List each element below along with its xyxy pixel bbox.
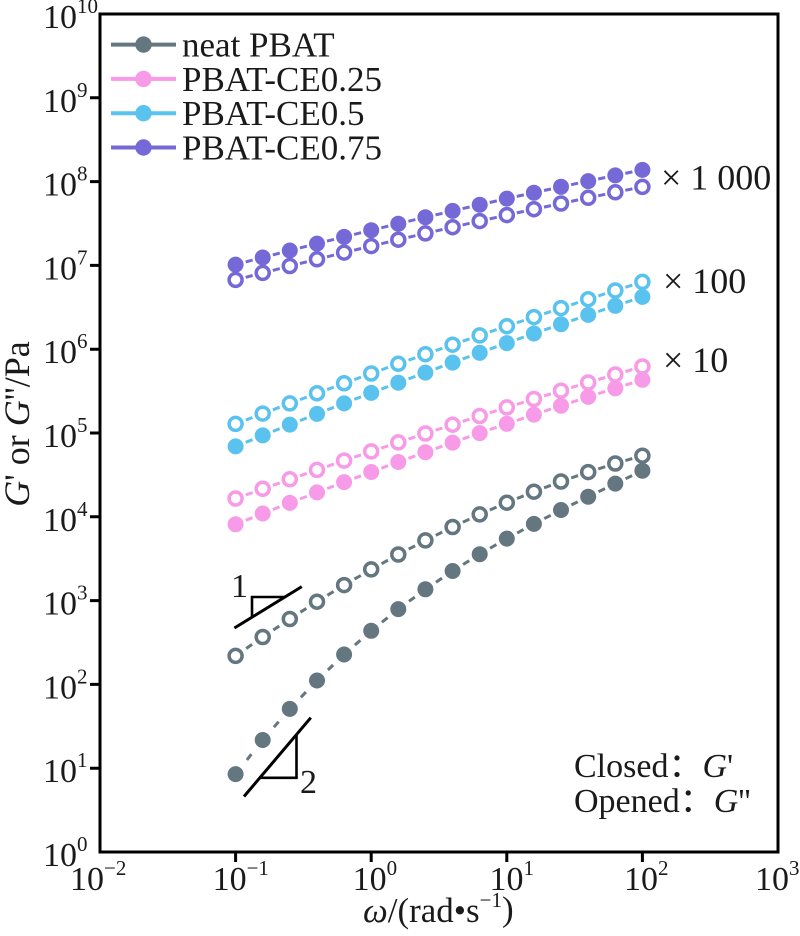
- svg-text:Closed：G': Closed：G': [574, 748, 733, 785]
- svg-text:2: 2: [300, 764, 317, 801]
- svg-text:G' or G''/Pa: G' or G''/Pa: [0, 341, 37, 506]
- svg-text:1: 1: [231, 568, 248, 605]
- svg-text:10−2: 10−2: [70, 856, 126, 898]
- svg-text:PBAT-CE0.5: PBAT-CE0.5: [182, 94, 365, 133]
- svg-text:Opened：G'': Opened：G'': [574, 783, 751, 820]
- svg-text:102: 102: [43, 664, 88, 706]
- svg-text:× 10: × 10: [663, 340, 728, 380]
- svg-text:109: 109: [43, 78, 88, 120]
- svg-text:× 100: × 100: [663, 261, 746, 301]
- svg-text:PBAT-CE0.75: PBAT-CE0.75: [182, 129, 382, 168]
- svg-text:neat PBAT: neat PBAT: [182, 26, 335, 65]
- svg-text:× 1 000: × 1 000: [661, 158, 771, 198]
- svg-text:10−1: 10−1: [213, 856, 269, 898]
- svg-text:PBAT-CE0.25: PBAT-CE0.25: [182, 60, 382, 99]
